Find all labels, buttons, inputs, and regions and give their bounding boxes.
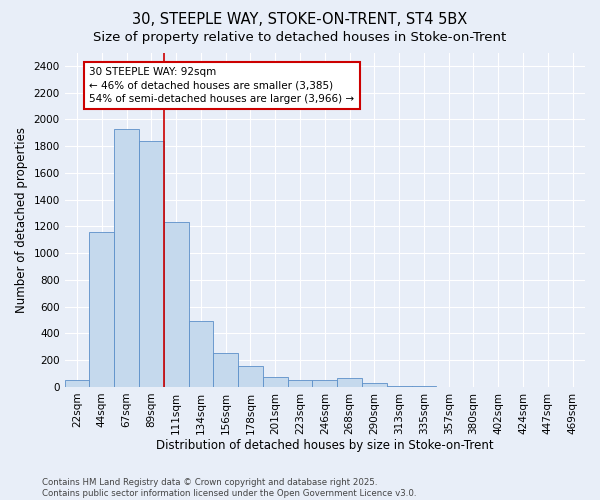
- Text: Contains HM Land Registry data © Crown copyright and database right 2025.
Contai: Contains HM Land Registry data © Crown c…: [42, 478, 416, 498]
- Bar: [337, 378, 362, 387]
- Bar: [139, 141, 164, 387]
- Bar: [412, 386, 436, 387]
- Bar: [164, 222, 188, 387]
- Text: 30, STEEPLE WAY, STOKE-ON-TRENT, ST4 5BX: 30, STEEPLE WAY, STOKE-ON-TRENT, ST4 5BX: [133, 12, 467, 28]
- Text: Size of property relative to detached houses in Stoke-on-Trent: Size of property relative to detached ho…: [94, 31, 506, 44]
- Bar: [188, 322, 214, 387]
- Bar: [214, 353, 238, 387]
- Bar: [89, 232, 114, 387]
- Bar: [287, 380, 313, 387]
- Bar: [313, 380, 337, 387]
- Text: 30 STEEPLE WAY: 92sqm
← 46% of detached houses are smaller (3,385)
54% of semi-d: 30 STEEPLE WAY: 92sqm ← 46% of detached …: [89, 67, 355, 104]
- Bar: [263, 377, 287, 387]
- Y-axis label: Number of detached properties: Number of detached properties: [15, 126, 28, 312]
- Bar: [114, 129, 139, 387]
- Bar: [65, 380, 89, 387]
- X-axis label: Distribution of detached houses by size in Stoke-on-Trent: Distribution of detached houses by size …: [156, 440, 494, 452]
- Bar: [362, 383, 387, 387]
- Bar: [387, 386, 412, 387]
- Bar: [238, 366, 263, 387]
